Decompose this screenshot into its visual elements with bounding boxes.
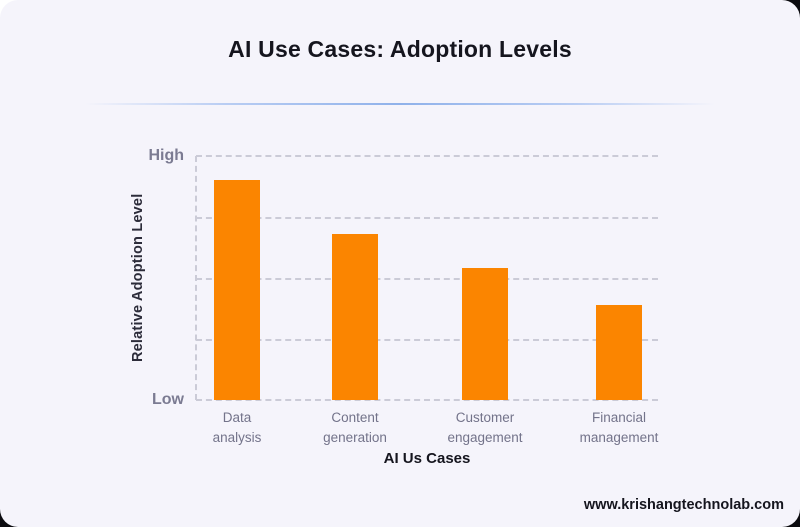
- xtick-customer-engagement: Customer engagement: [447, 410, 523, 446]
- gridline-low: [196, 399, 658, 401]
- xtick-data-analysis: Data analysis: [212, 410, 262, 446]
- gridline: [196, 217, 658, 219]
- xtick-financial-management: Financial management: [579, 410, 659, 446]
- gridline: [196, 278, 658, 280]
- y-axis-line: [195, 156, 197, 400]
- xtick-content-generation: Content generation: [323, 410, 387, 446]
- x-axis-title: AI Us Cases: [383, 450, 471, 467]
- title-divider: [85, 103, 715, 105]
- gridline: [196, 339, 658, 341]
- bar-content-generation: [332, 234, 378, 400]
- ytick-high: High: [148, 147, 184, 164]
- bar-financial-management: [596, 304, 642, 400]
- website-url: www.krishangtechnolab.com: [583, 497, 784, 513]
- bar-customer-engagement: [462, 268, 508, 400]
- gridline-high: [196, 155, 658, 157]
- bar-data-analysis: [214, 180, 260, 400]
- y-axis-title: Relative Adoption Level: [130, 193, 146, 363]
- ytick-low: Low: [152, 391, 184, 408]
- chart-title: AI Use Cases: Adoption Levels: [228, 36, 572, 62]
- plot-area: High Low Data analysis Content generation …: [148, 147, 658, 445]
